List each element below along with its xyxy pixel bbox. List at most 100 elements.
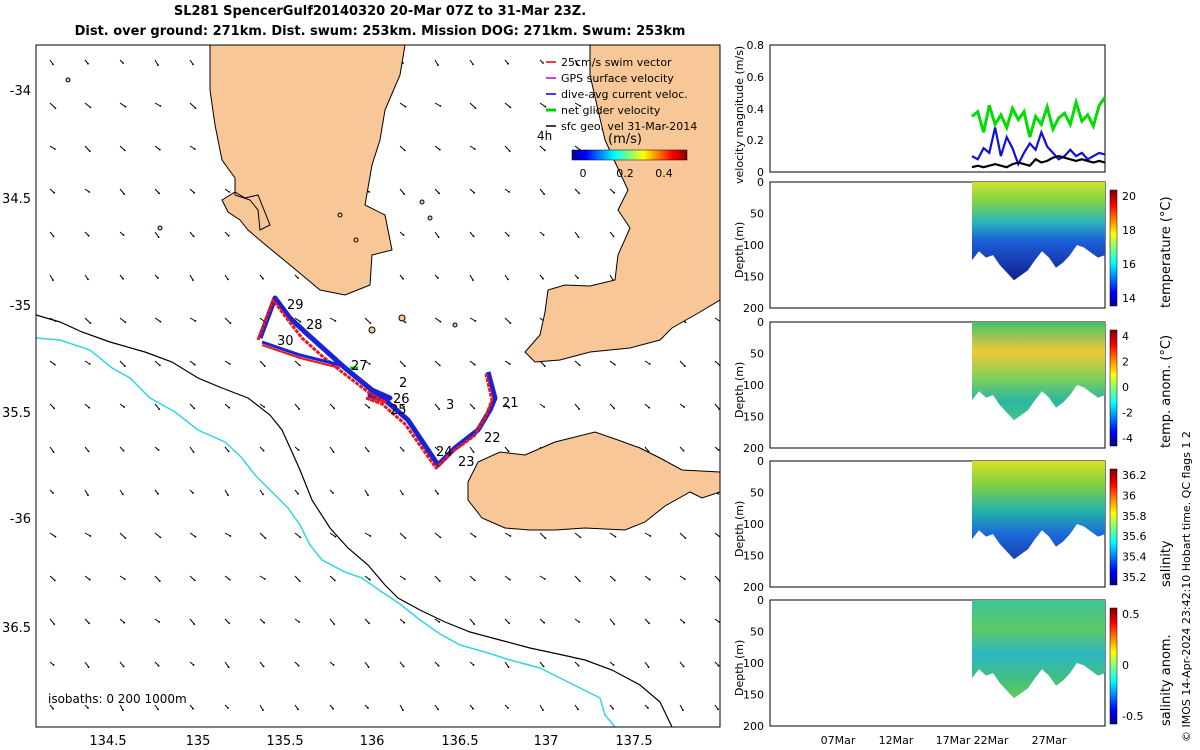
y-axis-label: velocity magnitude (m/s) xyxy=(733,46,746,184)
geo-vel-arrowhead xyxy=(297,708,299,711)
geo-vel-arrowhead xyxy=(544,537,547,539)
geo-vel-arrow xyxy=(154,317,161,323)
geo-vel-arrowhead xyxy=(437,236,440,239)
geo-vel-arrow xyxy=(84,446,89,452)
geo-vel-arrowhead xyxy=(159,320,162,323)
geo-vel-arrow xyxy=(189,231,194,237)
geo-vel-arrowhead xyxy=(403,365,406,367)
geo-vel-arrowhead xyxy=(263,578,266,580)
geo-vel-arrowhead xyxy=(473,363,476,366)
geo-vel-arrowhead xyxy=(402,709,404,711)
geo-vel-arrow xyxy=(364,317,371,324)
geo-vel-arrowhead xyxy=(53,579,56,582)
geo-vel-arrow xyxy=(294,403,300,410)
y-tick: 0 xyxy=(757,594,764,607)
y-tick: 100 xyxy=(743,239,764,252)
geo-vel-arrowhead xyxy=(577,664,580,667)
geo-vel-arrowhead xyxy=(438,580,441,582)
geo-vel-arrowhead xyxy=(52,492,54,494)
geo-vel-arrowhead xyxy=(87,62,89,65)
colorbar-tick: -0.5 xyxy=(1122,710,1143,723)
geo-vel-arrow xyxy=(399,532,406,539)
geo-vel-arrow xyxy=(49,360,56,366)
geo-vel-arrow xyxy=(679,532,686,539)
geo-vel-arrowhead xyxy=(157,492,159,495)
geo-vel-arrowhead xyxy=(297,492,299,495)
geo-vel-arrowhead xyxy=(369,322,372,324)
geo-vel-arrowhead xyxy=(437,64,439,66)
colorbar-tick: 2 xyxy=(1122,356,1129,369)
geo-vel-arrowhead xyxy=(613,623,616,625)
geo-vel-arrowhead xyxy=(368,622,371,625)
geo-vel-arrowhead xyxy=(157,449,160,451)
lat-tick: -34 xyxy=(10,84,31,99)
geo-vel-arrowhead xyxy=(578,364,581,367)
geo-vel-arrow xyxy=(609,575,616,581)
geo-vel-arrow xyxy=(189,145,196,150)
geo-vel-arrow xyxy=(154,360,161,366)
geo-vel-arrowhead xyxy=(192,451,195,453)
geo-vel-arrow xyxy=(224,618,230,624)
lat-tick: -36 xyxy=(10,512,31,527)
geo-vel-arrow xyxy=(469,317,476,322)
geo-vel-arrow xyxy=(189,618,195,625)
geo-vel-arrowhead xyxy=(367,450,370,453)
geo-vel-arrowhead xyxy=(227,234,230,237)
geo-vel-arrow xyxy=(609,532,616,538)
geo-vel-arrowhead xyxy=(472,279,474,281)
section-data-fill xyxy=(972,461,1105,560)
day-label: 29 xyxy=(287,298,304,313)
geo-vel-arrowhead xyxy=(262,493,264,496)
legend-item: 25cm/s swim vector xyxy=(546,56,672,69)
velocity-series-line xyxy=(971,96,1107,138)
geo-vel-arrow xyxy=(84,661,90,668)
geo-vel-arrowhead xyxy=(124,105,127,108)
lon-tick: 134.5 xyxy=(89,734,126,749)
geo-vel-arrow xyxy=(469,188,475,194)
geo-vel-arrowhead xyxy=(508,363,511,365)
geo-vel-arrowhead xyxy=(613,579,616,582)
lon-tick: 135 xyxy=(186,734,211,749)
x-tick: 07Mar xyxy=(821,734,856,747)
geo-vel-arrowhead xyxy=(87,666,90,668)
geo-vel-arrow xyxy=(49,575,56,581)
geo-vel-arrowhead xyxy=(402,665,405,668)
y-tick: 100 xyxy=(743,518,764,531)
y-tick: 50 xyxy=(750,626,764,639)
geo-vel-arrowhead xyxy=(122,449,125,452)
geo-vel-arrow xyxy=(504,317,511,324)
geo-vel-arrowhead xyxy=(122,277,124,280)
section-data-fill xyxy=(972,600,1105,699)
geo-vel-arrowhead xyxy=(159,536,162,539)
geo-vel-arrow xyxy=(434,102,441,107)
y-tick: 150 xyxy=(743,411,764,424)
geo-vel-arrow xyxy=(539,661,544,667)
y-tick: 0.8 xyxy=(747,39,765,52)
geo-vel-arrowhead xyxy=(157,708,159,711)
colorbar-tick: 0.2 xyxy=(616,167,634,180)
geo-vel-arrow xyxy=(434,231,440,238)
geo-vel-arrowhead xyxy=(263,406,266,408)
geo-vel-arrowhead xyxy=(158,621,161,623)
geo-vel-arrow xyxy=(84,575,91,581)
geo-vel-arrowhead xyxy=(648,578,651,581)
geo-vel-arrowhead xyxy=(262,277,264,280)
geo-vel-arrow xyxy=(364,489,369,496)
geo-vel-arrow xyxy=(364,618,370,624)
geo-vel-arrow xyxy=(154,532,161,538)
geo-vel-arrowhead xyxy=(367,707,369,709)
geo-vel-arrow xyxy=(574,403,580,410)
geo-vel-arrowhead xyxy=(332,707,334,710)
geo-vel-arrowhead xyxy=(263,365,266,367)
geo-vel-arrow xyxy=(574,575,581,582)
geo-vel-arrow xyxy=(574,145,581,151)
geo-vel-arrowhead xyxy=(89,535,92,537)
geo-vel-arrow xyxy=(609,403,615,409)
lon-tick: 137.5 xyxy=(615,734,652,749)
geo-vel-arrowhead xyxy=(54,107,57,109)
colorbar-tick: 35.4 xyxy=(1122,551,1147,564)
geo-vel-arrowhead xyxy=(193,579,196,582)
colorbar-tick: 0 xyxy=(1122,381,1129,394)
geo-vel-arrowhead xyxy=(368,406,371,409)
geo-vel-arrowhead xyxy=(228,363,231,365)
